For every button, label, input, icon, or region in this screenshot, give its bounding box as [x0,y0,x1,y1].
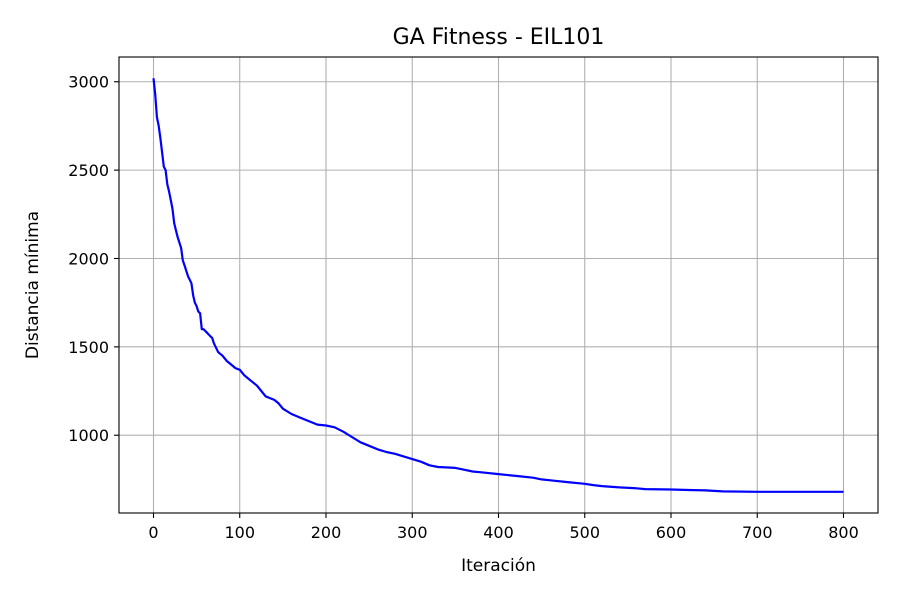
chart-title: GA Fitness - EIL101 [393,25,605,50]
series-line [152,78,844,493]
x-tick-label: 300 [397,523,428,542]
y-axis-label: Distancia mínima [23,211,43,359]
x-tick-label: 700 [742,523,773,542]
x-tick-label: 500 [569,523,600,542]
y-tick-label: 1000 [68,426,109,445]
y-tick-label: 2000 [68,249,109,268]
x-tick-label: 800 [828,523,859,542]
grid [119,57,878,513]
x-tick-label: 0 [148,523,158,542]
x-tick-label: 200 [311,523,342,542]
series-layer [152,78,844,493]
x-tick-label: 600 [656,523,687,542]
ticks: 0 100 200 300 400 500 600 700 800 1000 1500 2000 250… [68,73,858,542]
y-tick-label: 1500 [68,338,109,357]
x-tick-label: 100 [224,523,255,542]
x-axis-label: Iteración [461,556,536,576]
x-tick-label: 400 [483,523,514,542]
y-tick-label: 2500 [68,161,109,180]
y-tick-label: 3000 [68,73,109,92]
